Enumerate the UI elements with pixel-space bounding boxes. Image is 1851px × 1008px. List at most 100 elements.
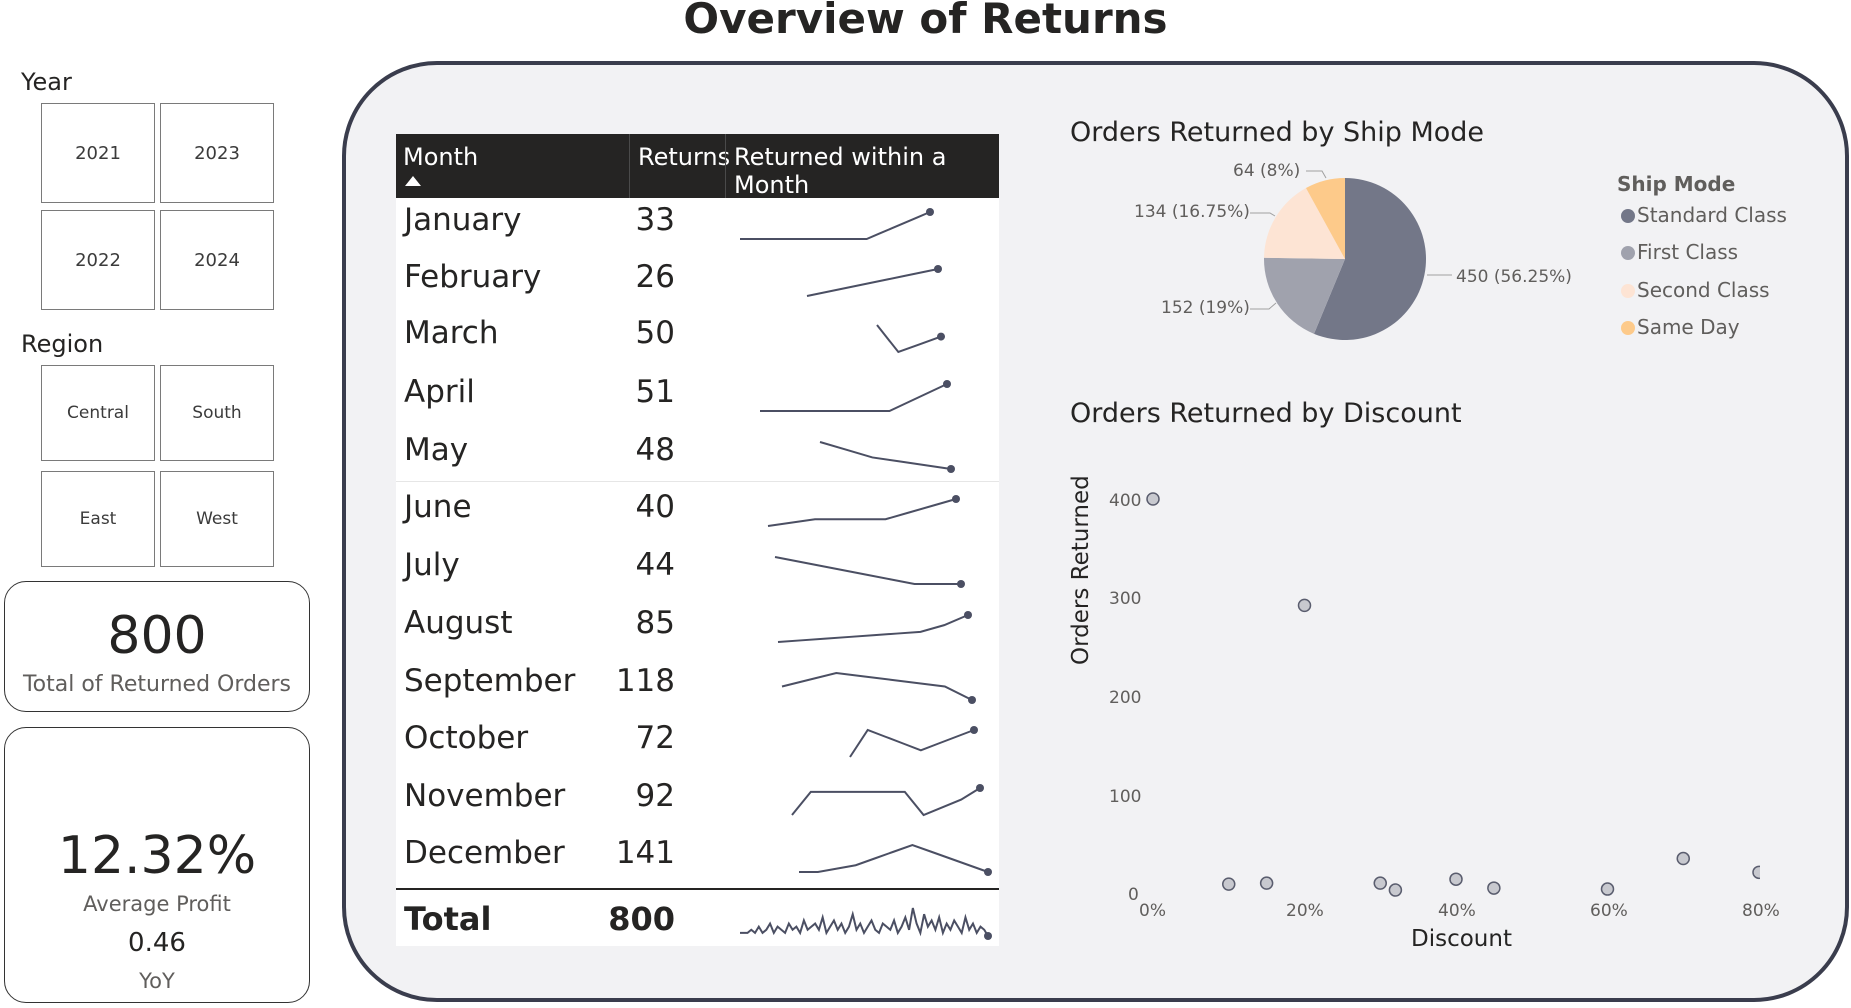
header-returned-within-month[interactable]: Returned within a Month (734, 143, 947, 199)
table-row[interactable]: November 92 (396, 770, 999, 827)
header-returns[interactable]: Returns (638, 143, 731, 171)
pie-slice-standard-class (1314, 178, 1426, 340)
x-tick: 40% (1438, 901, 1476, 921)
x-tick: 0% (1139, 901, 1166, 921)
sparkline-end-marker (934, 265, 942, 273)
month-cell: June (404, 489, 472, 525)
returns-cell: 118 (615, 663, 675, 699)
sparkline (774, 556, 965, 588)
sparkline (760, 380, 951, 412)
legend-item-second-class[interactable]: Second Class (1621, 278, 1770, 302)
returns-cell: 92 (635, 778, 675, 814)
legend-item-standard-class[interactable]: Standard Class (1621, 203, 1787, 227)
sparkline-path (799, 843, 989, 873)
sparkline-end-marker (957, 580, 965, 588)
region-tile-west[interactable]: West (160, 471, 274, 567)
region-tile-east[interactable]: East (41, 471, 155, 567)
month-cell: October (404, 720, 529, 756)
table-header: Month Returns Returned within a Month (396, 134, 999, 199)
pie-slice-second-class (1264, 188, 1345, 259)
returns-cell: 85 (635, 605, 675, 641)
scatter-point (1600, 882, 1615, 896)
yoy-value: 0.46 (128, 928, 186, 958)
yoy-label: YoY (139, 969, 175, 993)
table-row[interactable]: June 40 (396, 481, 999, 538)
y-tick: 200 (1109, 688, 1142, 708)
sparkline-end-marker (964, 611, 972, 619)
sparkline-path (781, 671, 973, 701)
sparkline-path (774, 556, 961, 585)
sparkline-path (791, 787, 981, 817)
sparkline (791, 784, 984, 817)
table-row[interactable]: February 26 (396, 251, 999, 308)
month-cell: December (404, 835, 565, 871)
sparkline-end-marker (970, 726, 978, 734)
scatter-plot-area (1140, 470, 1760, 902)
month-cell: March (404, 315, 499, 351)
scatter-point (1449, 872, 1463, 886)
sparkline (740, 208, 934, 240)
sparkline-path (777, 614, 969, 643)
legend-item-first-class[interactable]: First Class (1621, 240, 1738, 264)
year-tile-2021[interactable]: 2021 (41, 103, 155, 203)
sparkline-path (819, 441, 952, 470)
total-label: Total (404, 900, 492, 938)
sparkline-end-marker (984, 932, 992, 940)
table-row[interactable]: September 118 (396, 655, 999, 712)
table-row[interactable]: August 85 (396, 597, 999, 654)
pie-label-standard-class: 450 (56.25%) (1456, 267, 1572, 287)
scatter-point (1297, 598, 1312, 613)
scatter-point (1676, 851, 1690, 866)
sort-ascending-icon[interactable] (405, 176, 421, 186)
page-title: Overview of Returns (683, 0, 1168, 43)
pie-slice-first-class (1264, 257, 1345, 334)
table-row[interactable]: March 50 (396, 307, 999, 364)
sparkline (799, 843, 992, 876)
legend-item-same-day[interactable]: Same Day (1621, 315, 1740, 339)
month-cell: August (404, 605, 513, 641)
table-row[interactable]: January 33 (396, 194, 999, 251)
region-slicer-label: Region (21, 330, 104, 358)
sparkline (806, 265, 942, 297)
year-tile-2022[interactable]: 2022 (41, 210, 155, 310)
table-row[interactable]: October 72 (396, 712, 999, 769)
returns-cell: 141 (615, 835, 675, 871)
scatter-point (1259, 876, 1274, 890)
returns-cell: 50 (635, 315, 675, 351)
y-tick: 0 (1128, 885, 1139, 905)
month-cell: January (404, 202, 522, 238)
sparkline (777, 611, 972, 643)
sparkline-path (767, 498, 957, 527)
returns-cell: 33 (635, 202, 675, 238)
table-row[interactable]: April 51 (396, 366, 999, 423)
legend-title: Ship Mode (1617, 172, 1736, 196)
sparkline-end-marker (943, 380, 951, 388)
returns-cell: 51 (635, 374, 675, 410)
sparkline-end-marker (952, 495, 960, 503)
sparkline-end-marker (947, 465, 955, 473)
total-returned-label: Total of Returned Orders (22, 672, 292, 697)
header-divider (725, 134, 726, 198)
sparkline-path (740, 907, 989, 937)
header-month[interactable]: Month (403, 143, 479, 171)
pie-label-first-class: 152 (19%) (1161, 298, 1250, 318)
region-tile-central[interactable]: Central (41, 365, 155, 461)
pie-slice-same-day (1305, 178, 1345, 259)
table-row[interactable]: December 141 (396, 827, 999, 884)
table-row[interactable]: July 44 (396, 539, 999, 596)
table-total-row: Total 800 (396, 888, 999, 948)
month-cell: November (404, 778, 566, 814)
sparkline-end-marker (937, 332, 945, 341)
sparkline-end-marker (984, 868, 992, 876)
table-row[interactable]: May 48 (396, 424, 999, 482)
sparkline-end-marker (976, 784, 984, 792)
scatter-point (1373, 876, 1387, 890)
returns-cell: 72 (635, 720, 675, 756)
average-profit-value: 12.32% (57, 826, 257, 886)
year-tile-2024[interactable]: 2024 (160, 210, 274, 310)
year-tile-2023[interactable]: 2023 (160, 103, 274, 203)
legend-dot-icon (1621, 321, 1635, 335)
region-tile-south[interactable]: South (160, 365, 274, 461)
header-divider (629, 134, 630, 198)
ship-mode-pie-chart (1264, 178, 1426, 340)
